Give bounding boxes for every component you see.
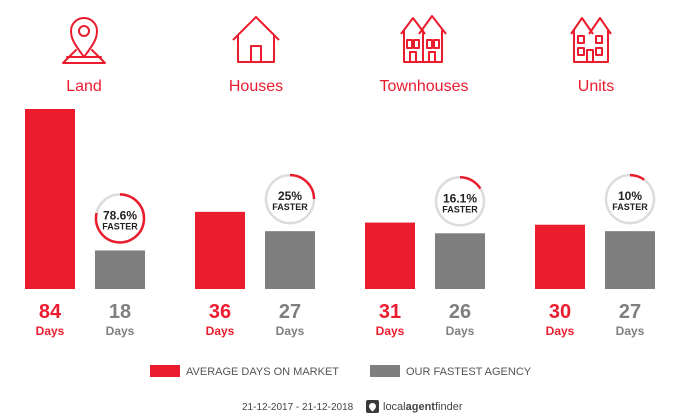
- unit-townhouses-agency: Days: [446, 324, 475, 338]
- badge-faster-text: FASTER: [442, 204, 478, 214]
- badge-progress-arc: [289, 173, 316, 200]
- unit-houses-agency: Days: [276, 324, 305, 338]
- badge-progress-arc: [94, 193, 146, 244]
- badge-background: [94, 192, 146, 245]
- faster-badge-units: 10%FASTER: [604, 173, 656, 226]
- unit-land-agency: Days: [106, 324, 135, 338]
- badge-faster-text: FASTER: [102, 221, 138, 231]
- badge-faster-text: FASTER: [612, 202, 648, 212]
- unit-units-average: Days: [546, 324, 575, 338]
- faster-badge-townhouses: 16.1%FASTER: [434, 175, 486, 228]
- value-units-average: 30: [549, 301, 571, 323]
- unit-townhouses-average: Days: [376, 324, 405, 338]
- badge-progress-arc: [629, 173, 645, 181]
- townhouses-icon: [400, 15, 447, 63]
- legend: AVERAGE DAYS ON MARKET OUR FASTEST AGENCY: [150, 365, 532, 378]
- brand-name-part-3: finder: [435, 401, 463, 413]
- unit-units-agency: Days: [616, 324, 645, 338]
- units-icon: [570, 17, 612, 63]
- badge-background: [604, 173, 656, 226]
- legend-swatch-average-days-on-market: [150, 365, 180, 377]
- category-label-houses: Houses: [229, 78, 283, 95]
- date-range: 21-12-2017 - 21-12-2018: [242, 402, 354, 413]
- bar-townhouses-agency: [435, 233, 485, 289]
- brand-name-part-1: local: [383, 401, 406, 413]
- bar-land-average: [25, 109, 75, 289]
- badge-percent: 25%: [278, 189, 302, 203]
- brand-name-part-2: agent: [406, 401, 436, 413]
- badge-percent: 10%: [618, 189, 642, 203]
- badge-progress-arc: [459, 176, 482, 190]
- bar-units-agency: [605, 231, 655, 289]
- value-land-average: 84: [39, 301, 62, 323]
- bars: [25, 109, 655, 289]
- bar-houses-agency: [265, 231, 315, 289]
- value-labels: 84Days18Days36Days27Days31Days26Days30Da…: [36, 301, 645, 338]
- house-icon: [232, 16, 280, 63]
- unit-land-average: Days: [36, 324, 65, 338]
- faster-badge-houses: 25%FASTER: [264, 173, 316, 226]
- bar-land-agency: [95, 250, 145, 289]
- value-houses-average: 36: [209, 301, 231, 323]
- badge-percent: 78.6%: [103, 208, 137, 222]
- value-townhouses-average: 31: [379, 301, 401, 323]
- value-units-agency: 27: [619, 301, 641, 323]
- category-labels: Land Houses Townhouses Units: [66, 78, 614, 95]
- badge-percent: 16.1%: [443, 191, 477, 205]
- brand-logo: localagentfinder: [366, 400, 463, 413]
- value-houses-agency: 27: [279, 301, 301, 323]
- bar-houses-average: [195, 211, 245, 289]
- bar-units-average: [535, 224, 585, 289]
- footer: 21-12-2017 - 21-12-2018 localagentfinder: [242, 400, 463, 413]
- brand-name: localagentfinder: [383, 401, 463, 413]
- badge-background: [434, 175, 486, 228]
- value-land-agency: 18: [109, 301, 131, 323]
- map-pin-icon: [62, 17, 106, 64]
- legend-label-our-fastest-agency: OUR FASTEST AGENCY: [406, 366, 532, 378]
- category-icons: [62, 15, 612, 64]
- bar-townhouses-average: [365, 222, 415, 289]
- value-townhouses-agency: 26: [449, 301, 471, 323]
- faster-badge-land: 78.6%FASTER: [94, 192, 146, 245]
- category-label-townhouses: Townhouses: [380, 78, 469, 95]
- category-label-land: Land: [66, 78, 102, 95]
- legend-swatch-our-fastest-agency: [370, 365, 400, 377]
- legend-label-average-days-on-market: AVERAGE DAYS ON MARKET: [186, 366, 339, 378]
- badge-background: [264, 173, 316, 226]
- badge-faster-text: FASTER: [272, 202, 308, 212]
- category-label-units: Units: [578, 78, 614, 95]
- unit-houses-average: Days: [206, 324, 235, 338]
- brand-pin-icon: [369, 403, 376, 412]
